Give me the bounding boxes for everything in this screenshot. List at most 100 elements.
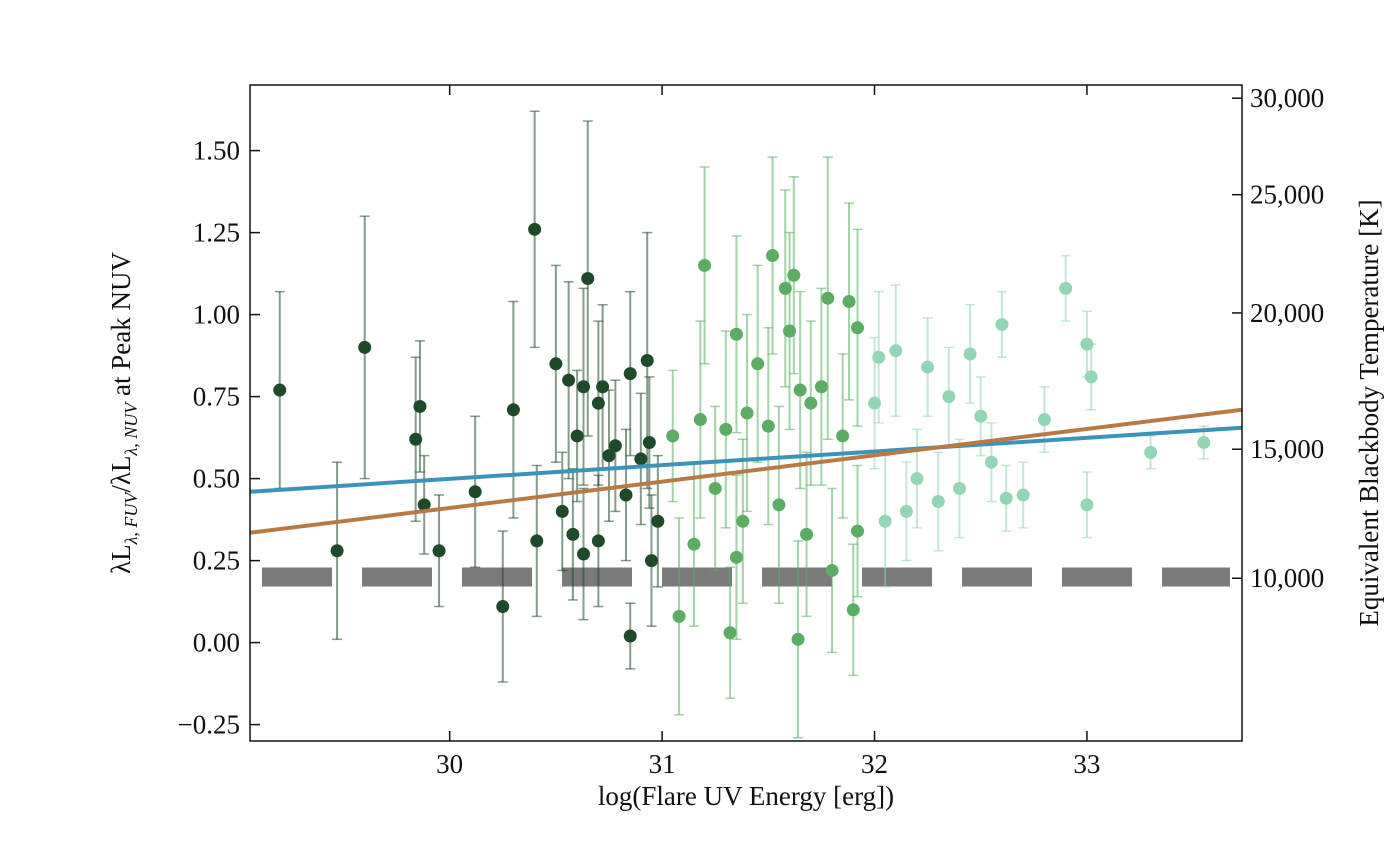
x-axis-label: log(Flare UV Energy [erg]) — [598, 781, 894, 811]
y-tick-label: 0.25 — [193, 546, 240, 576]
data-point — [666, 429, 680, 443]
data-point — [623, 629, 637, 643]
data-point — [596, 380, 610, 394]
data-point — [842, 294, 856, 308]
data-point — [952, 481, 966, 495]
data-point — [496, 600, 510, 614]
y-label-part: λ, NUV — [121, 401, 141, 457]
data-point — [581, 272, 595, 286]
y-tick-label: 0.50 — [193, 464, 240, 494]
data-point — [910, 472, 924, 486]
data-point — [576, 547, 590, 561]
y-axis-label: λLλ, FUV/λLλ, NUV at Peak NUV — [106, 252, 141, 574]
data-point — [528, 222, 542, 236]
data-point — [984, 455, 998, 469]
data-point — [634, 452, 648, 466]
data-point — [761, 419, 775, 433]
data-point — [974, 409, 988, 423]
data-point — [555, 504, 569, 518]
data-point — [899, 504, 913, 518]
data-point — [570, 429, 584, 443]
data-point — [640, 354, 654, 368]
data-point — [687, 537, 701, 551]
x-tick-label: 32 — [861, 749, 888, 779]
data-point — [821, 291, 835, 305]
data-point — [358, 340, 372, 354]
data-point — [330, 544, 344, 558]
data-point — [506, 403, 520, 417]
data-point — [800, 527, 814, 541]
y-label-part: at Peak NUV — [106, 252, 136, 403]
data-point — [644, 554, 658, 568]
y-tick-label: 0.75 — [193, 382, 240, 412]
y2-tick-label: 30,000 — [1250, 83, 1324, 113]
x-tick-label: 30 — [436, 749, 463, 779]
plot-frame — [249, 84, 1243, 742]
data-point — [619, 488, 633, 502]
data-point — [1197, 436, 1211, 450]
data-point — [719, 422, 733, 436]
data-point — [417, 498, 431, 512]
y-label-part: λ, FUV — [121, 491, 141, 546]
data-point — [814, 380, 828, 394]
data-point — [851, 524, 865, 538]
data-point — [602, 449, 616, 463]
data-point — [608, 439, 622, 453]
data-point — [273, 383, 287, 397]
data-point — [672, 609, 686, 623]
y2-tick-label: 10,000 — [1250, 563, 1324, 593]
data-point — [846, 603, 860, 617]
data-point — [736, 514, 750, 528]
data-point — [591, 534, 605, 548]
data-point — [751, 357, 765, 371]
data-point — [1080, 498, 1094, 512]
y-tick-label: 1.25 — [193, 218, 240, 248]
data-point — [723, 626, 737, 640]
data-point — [642, 436, 656, 450]
data-point — [693, 413, 707, 427]
data-point — [787, 268, 801, 282]
data-point — [793, 383, 807, 397]
data-point — [1016, 488, 1030, 502]
data-point — [566, 527, 580, 541]
data-point — [804, 396, 818, 410]
data-point — [878, 514, 892, 528]
data-point — [791, 632, 805, 646]
data-point — [825, 563, 839, 577]
fit-line — [249, 425, 1243, 494]
data-point — [530, 534, 544, 548]
x-tick-label: 33 — [1073, 749, 1100, 779]
data-point — [468, 485, 482, 499]
y-tick-label: 0.00 — [193, 628, 240, 658]
data-point — [413, 399, 427, 413]
y-tick-label: −0.25 — [178, 710, 240, 740]
data-point — [995, 317, 1009, 331]
fit-line — [249, 407, 1243, 535]
y2-axis-label: Equivalent Blackbody Temperature [K] — [1354, 199, 1384, 626]
data-point — [851, 321, 865, 335]
data-point — [836, 429, 850, 443]
y-label-part: λL — [106, 544, 136, 574]
y2-tick-label: 20,000 — [1250, 298, 1324, 328]
data-point — [562, 373, 576, 387]
data-point — [872, 350, 886, 364]
data-point — [1059, 281, 1073, 295]
data-point — [942, 390, 956, 404]
data-point — [740, 406, 754, 420]
data-point — [931, 495, 945, 509]
data-point — [999, 491, 1013, 505]
y2-tick-label: 15,000 — [1250, 434, 1324, 464]
data-point — [698, 258, 712, 272]
x-tick-label: 31 — [649, 749, 676, 779]
data-point — [1144, 445, 1158, 459]
y2-tick-label: 25,000 — [1250, 180, 1324, 210]
data-point — [889, 344, 903, 358]
data-point — [651, 514, 665, 528]
y-label-part: /λL — [106, 456, 136, 493]
data-point — [729, 327, 743, 341]
data-point — [623, 367, 637, 381]
data-point — [772, 498, 786, 512]
data-point — [432, 544, 446, 558]
data-point — [1084, 370, 1098, 384]
data-point — [549, 357, 563, 371]
